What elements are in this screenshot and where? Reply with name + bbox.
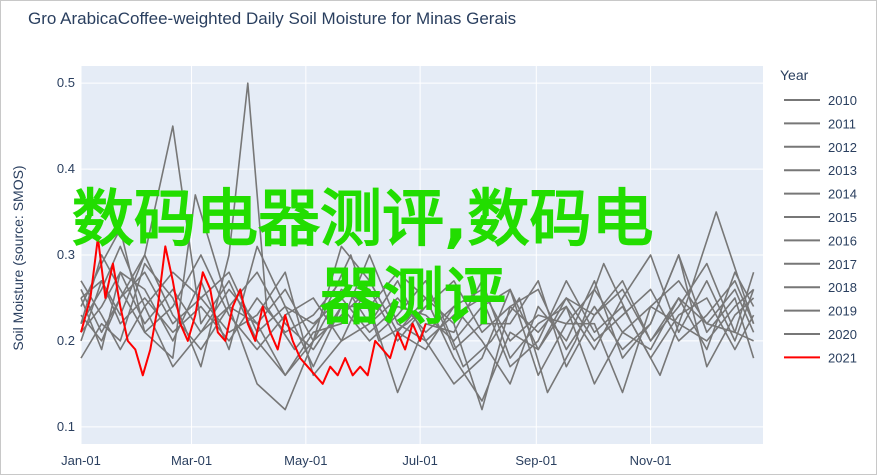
legend-label-2015: 2015 [828, 210, 857, 225]
legend: 2010 2011 2012 2013 2014 2015 2016 2017 2018 2019… [784, 93, 857, 365]
x-tick-label: Jul-01 [402, 453, 437, 468]
y-axis: 0.1 0.2 0.3 0.4 0.5 [57, 75, 75, 434]
legend-label-2013: 2013 [828, 163, 857, 178]
legend-label-2018: 2018 [828, 280, 857, 295]
y-tick-label: 0.3 [57, 247, 75, 262]
series-line-2012 [80, 125, 755, 394]
legend-label-2017: 2017 [828, 257, 857, 272]
legend-title: Year [780, 67, 809, 83]
legend-label-2012: 2012 [828, 140, 857, 155]
y-tick-label: 0.1 [57, 419, 75, 434]
series-line-2010 [80, 245, 755, 411]
y-tick-label: 0.5 [57, 75, 75, 90]
series-line-2013 [80, 245, 755, 394]
series-layer [80, 82, 755, 411]
legend-label-2019: 2019 [828, 304, 857, 319]
chart-title: Gro ArabicaCoffee-weighted Daily Soil Mo… [28, 9, 516, 28]
overlay-watermark-line2: 器测评 [320, 260, 506, 333]
x-tick-label: Nov-01 [630, 453, 672, 468]
x-tick-label: May-01 [284, 453, 327, 468]
x-tick-label: Sep-01 [515, 453, 557, 468]
x-tick-label: Jan-01 [61, 453, 101, 468]
legend-label-2016: 2016 [828, 233, 857, 248]
legend-label-2020: 2020 [828, 327, 857, 342]
legend-label-2010: 2010 [828, 93, 857, 108]
legend-label-2021: 2021 [828, 350, 857, 365]
y-tick-label: 0.4 [57, 161, 75, 176]
x-tick-label: Mar-01 [171, 453, 212, 468]
y-axis-title: Soil Moisture (source: SMOS) [10, 165, 26, 350]
series-line-2021 [80, 236, 427, 385]
series-line-2020 [80, 271, 755, 351]
legend-label-2011: 2011 [828, 116, 856, 131]
overlay-watermark-line1: 数码电器测评,数码电 [72, 182, 654, 255]
series-line-2019 [80, 279, 755, 342]
legend-label-2014: 2014 [828, 187, 857, 202]
y-tick-label: 0.2 [57, 333, 75, 348]
x-axis: Jan-01 Mar-01 May-01 Jul-01 Sep-01 Nov-01 [61, 453, 671, 468]
